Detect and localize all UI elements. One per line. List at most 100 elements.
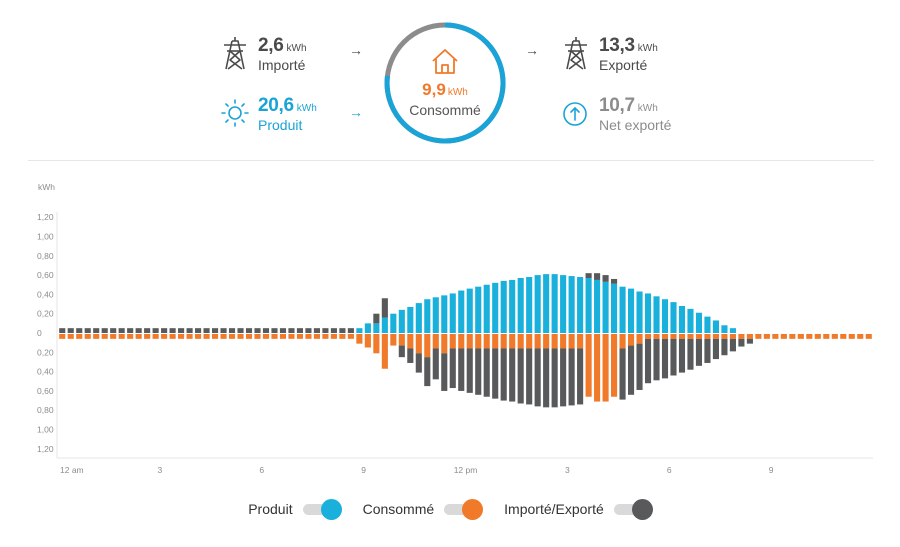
imported-stat: 2,6 kWh Importé [220,36,307,72]
legend-toggle-1[interactable]: Produit [248,499,342,520]
bar-consumed [704,334,711,339]
y-tick-label: 1,00 [37,232,54,242]
bar-consumed [212,334,219,339]
bar-imported [594,273,601,280]
bar-consumed [262,334,270,339]
y-tick-label: 0,80 [37,251,54,261]
bar-consumed [288,334,295,339]
bar-produced [466,288,473,333]
bar-consumed [687,334,694,339]
bar-consumed [509,334,516,349]
produced-value: 20,6 [258,95,294,116]
bar-imported [152,328,159,333]
bar-imported [59,328,66,333]
bar-consumed [712,334,719,339]
bar-imported [228,328,236,333]
bar-consumed [577,334,584,349]
bar-consumed [178,334,185,339]
bar-consumed [390,334,397,346]
y-tick-label: 0,40 [37,367,54,377]
bar-consumed [254,334,261,339]
x-tick-label: 12 am [60,465,84,475]
bar-consumed [101,334,108,339]
toggle-switch[interactable] [444,499,484,520]
bar-consumed [195,334,202,339]
bar-imported [67,328,74,333]
house-icon [432,49,458,74]
x-tick-label: 3 [565,465,570,475]
bar-consumed [84,334,91,339]
bar-consumed [797,334,804,339]
bar-consumed [127,334,134,339]
section-divider [28,160,874,161]
bar-consumed [560,334,567,349]
toggle-switch[interactable] [302,499,342,520]
x-tick-label: 3 [158,465,163,475]
exported-arrow: → [525,42,539,58]
bar-exported [712,338,719,360]
bar-consumed [594,334,601,402]
bar-exported [407,348,414,363]
imported-unit: kWh [286,43,307,54]
bar-exported [636,343,643,390]
imported-label: Importé [258,57,306,73]
legend-label: Produit [248,501,293,517]
bar-imported [101,328,108,333]
bar-produced [534,275,541,333]
bar-produced [441,295,448,333]
bar-exported [627,345,635,395]
toggle-track [444,504,475,515]
produced-stat: 20,6 kWh Produit [220,96,317,132]
bar-exported [721,338,728,356]
bar-exported [687,338,694,370]
power-tower-icon [224,37,246,70]
bar-exported [653,338,660,381]
bar-consumed [313,334,320,339]
bar-produced [543,274,550,333]
legend-label: Importé/Exporté [504,501,604,517]
bar-consumed [245,334,253,339]
bar-produced [526,277,533,333]
bar-consumed [322,334,329,339]
bar-consumed [644,334,652,339]
bar-produced [364,323,371,333]
power-tower-icon [565,37,587,70]
exported-label: Exporté [599,57,648,73]
bar-exported [415,353,422,373]
bar-produced [483,284,490,333]
bar-consumed [848,334,855,339]
toggle-track [302,504,333,515]
bar-exported [551,348,558,408]
y-tick-label: 0,40 [37,289,54,299]
consumed-value: 9,9 [422,80,446,99]
bar-consumed [67,334,74,339]
bar-produced [611,283,618,333]
consumed-unit: kWh [447,87,468,98]
bar-imported [381,298,388,318]
bar-consumed [772,334,779,339]
bar-produced [695,312,703,333]
bar-consumed [135,334,142,339]
bar-imported [161,328,168,333]
bar-imported [313,328,320,333]
y-tick-label: 0,80 [37,405,54,415]
bar-imported [254,328,261,333]
bar-exported [483,348,490,397]
bar-consumed [611,334,618,397]
bar-produced [381,317,388,333]
consumption-ring [384,22,506,144]
legend-toggle-3[interactable]: Importé/Exporté [504,499,653,520]
toggle-switch[interactable] [613,499,653,520]
bar-produced [585,277,592,333]
bar-exported [449,348,456,389]
bar-consumed [526,334,533,349]
bar-consumed [466,334,473,349]
bar-produced [577,277,584,333]
produced-arrow: → [349,104,363,120]
bar-exported [475,348,482,395]
bar-consumed [823,334,830,339]
legend-toggle-2[interactable]: Consommé [363,499,484,520]
bar-produced [619,286,626,333]
bar-produced [627,288,635,333]
bar-consumed [152,334,159,339]
